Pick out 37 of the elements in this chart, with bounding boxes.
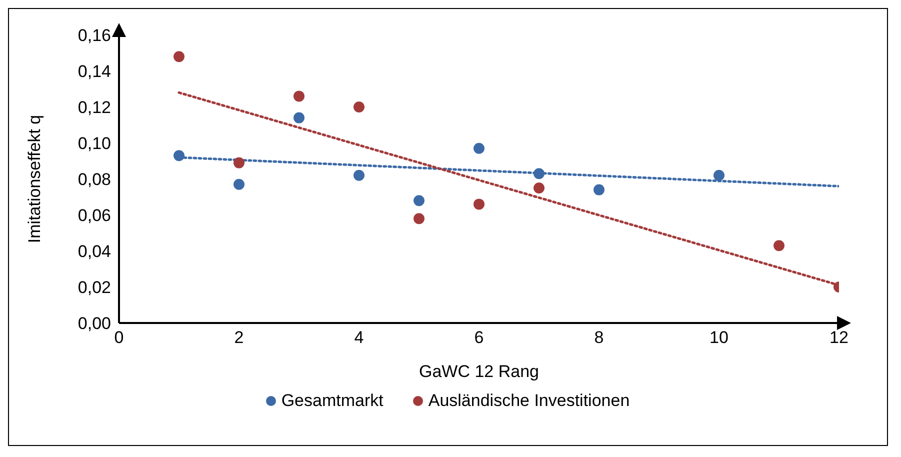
x-axis-title: GaWC 12 Rang [419,362,539,381]
point [534,182,544,194]
x-tick-label: 0 [114,328,124,348]
y-tick-label: 0,04 [78,242,111,262]
y-tick-label: 0,08 [78,170,111,190]
point [414,213,424,224]
point [294,90,304,102]
x-tick-label: 2 [234,328,244,348]
point [534,168,544,180]
point [474,198,484,210]
point [474,142,484,154]
y-tick-label: 0,00 [78,314,111,334]
point [294,112,304,124]
point [234,178,244,190]
point [774,240,784,252]
x-tick-label: 4 [354,328,364,348]
point [354,102,364,112]
y-tick-label: 0,16 [78,26,111,46]
y-tick-label: 0,02 [78,278,111,298]
x-tick-label: 12 [830,328,848,348]
x-tick-label: 6 [474,328,484,348]
x-tick-label: 8 [594,328,604,348]
point [714,170,724,181]
point [414,195,424,206]
legend-label: Ausländische Investitionen [427,391,630,411]
point [234,157,244,168]
point [174,51,184,62]
x-tick-label: 10 [710,328,728,348]
point [354,170,364,181]
y-tick-label: 0,12 [78,98,111,118]
y-tick-label: 0,10 [78,134,111,154]
legend-label: Gesamtmarkt [280,391,384,411]
y-tick-label: 0,06 [78,206,111,226]
point [594,184,604,196]
y-axis-title: Imitationseffekt q [25,114,44,244]
y-tick-label: 0,14 [78,62,111,82]
point [174,150,184,162]
